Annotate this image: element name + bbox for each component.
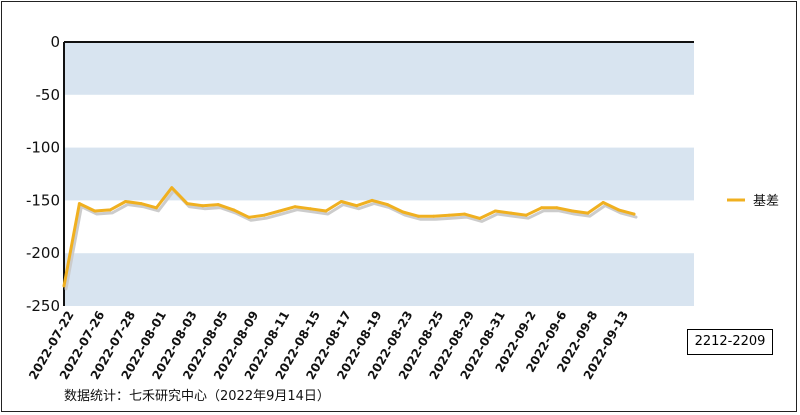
data-point [401,210,405,214]
data-point [293,205,297,209]
contract-label-box: 2212-2209 [687,329,773,355]
data-point [62,284,66,288]
data-point [278,209,282,213]
data-point [617,208,621,212]
y-tick-label: -150 [26,191,60,209]
data-point [601,201,605,204]
series-line-basis [62,186,636,288]
data-point [139,202,143,206]
data-point [309,207,312,211]
legend-label: 基差 [753,194,779,209]
data-point [463,212,466,216]
data-point [232,208,235,212]
data-point [216,203,220,207]
series-shadow-line [64,189,638,291]
grid-band [64,42,694,95]
data-point [386,203,389,207]
data-point [324,209,328,213]
data-point [509,211,513,215]
y-tick-label: 0 [50,33,60,51]
data-point [586,211,590,215]
data-point [355,204,359,208]
data-point [570,209,574,213]
data-point [416,214,420,218]
data-point [632,212,636,216]
y-tick-label: -100 [26,139,60,157]
data-point [555,206,559,210]
data-point [339,200,343,203]
data-point [447,213,451,217]
grid-band [64,253,694,306]
data-point [108,208,112,212]
data-point [370,198,374,202]
y-tick-label: -250 [26,297,60,315]
data-point [124,200,128,203]
data-point [201,204,205,208]
data-point [493,209,497,213]
y-tick-label: -50 [36,86,61,104]
source-note: 数据统计：七禾研究中心（2022年9月14日） [64,389,330,404]
data-point [185,202,189,206]
data-point [524,213,528,217]
data-point [247,215,251,219]
data-point [77,202,81,206]
data-point [432,214,436,218]
data-point [154,206,158,210]
grid-band [64,147,694,201]
data-point [478,216,482,220]
data-point [262,213,266,217]
data-point [93,209,97,213]
y-tick-label: -200 [26,244,60,262]
data-point [170,186,174,190]
data-point [540,206,544,210]
